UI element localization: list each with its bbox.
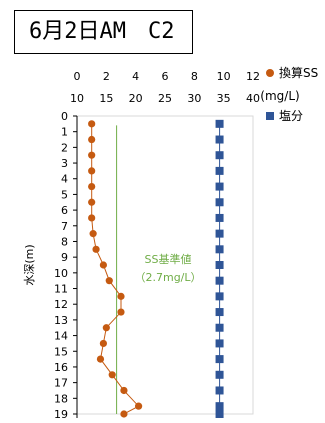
legend-label-salinity: 塩分 bbox=[279, 108, 303, 123]
x-top-tick-label: 10 bbox=[217, 70, 231, 83]
x-top-tick-label: 4 bbox=[132, 70, 139, 83]
ss-data-point bbox=[88, 135, 96, 144]
y-tick-label: 7 bbox=[61, 220, 68, 233]
salinity-data-point bbox=[215, 261, 224, 269]
salinity-data-point bbox=[215, 355, 224, 364]
ss-series-line bbox=[91, 123, 140, 415]
salinity-data-point bbox=[215, 276, 224, 285]
x-top2-tick-label: 40 bbox=[246, 92, 260, 105]
ss-data-point bbox=[120, 410, 128, 418]
x-top2-tick-label: 10 bbox=[70, 92, 84, 105]
salinity-data-point bbox=[215, 245, 224, 254]
y-tick-label: 16 bbox=[54, 361, 68, 374]
salinity-data-point bbox=[215, 182, 224, 191]
ss-data-point bbox=[117, 292, 125, 300]
chart-title: 6月2日AM C2 bbox=[14, 10, 193, 54]
y-tick-label: 14 bbox=[54, 330, 68, 343]
x-top2-tick-label: 30 bbox=[187, 92, 201, 105]
y-tick-label: 15 bbox=[54, 345, 68, 358]
ss-data-point bbox=[96, 355, 105, 363]
ss-data-point bbox=[108, 371, 116, 379]
x-top-tick-label: 12 bbox=[246, 70, 260, 83]
ss-data-point bbox=[92, 245, 100, 253]
y-tick-label: 6 bbox=[61, 204, 68, 217]
salinity-data-point bbox=[215, 135, 224, 144]
y-tick-label: 17 bbox=[54, 377, 68, 390]
y-tick-label: 10 bbox=[54, 267, 68, 280]
ss-data-point bbox=[135, 402, 143, 410]
reference-label: SS基準値 bbox=[145, 252, 192, 266]
ss-data-point bbox=[88, 182, 96, 191]
x-top2-tick-label: 20 bbox=[129, 92, 143, 105]
legend-label-ss: 換算SS bbox=[279, 65, 318, 80]
ss-data-point bbox=[99, 261, 107, 269]
x-top2-tick-label: 15 bbox=[99, 92, 113, 105]
x-top-tick-label: 8 bbox=[191, 70, 198, 83]
y-tick-label: 9 bbox=[61, 251, 68, 264]
y-tick-label: 18 bbox=[54, 392, 68, 405]
ss-data-point bbox=[102, 324, 110, 332]
salinity-data-point bbox=[215, 370, 224, 379]
y-tick-label: 4 bbox=[61, 173, 68, 186]
salinity-data-point bbox=[215, 410, 224, 418]
legend-marker-ss bbox=[266, 69, 274, 77]
ss-data-point bbox=[89, 230, 97, 238]
y-tick-label: 3 bbox=[61, 157, 68, 170]
salinity-data-point bbox=[215, 339, 224, 348]
y-tick-label: 1 bbox=[61, 126, 68, 139]
salinity-data-point bbox=[215, 292, 224, 301]
y-tick-label: 19 bbox=[54, 408, 68, 421]
salinity-data-point bbox=[215, 402, 224, 411]
x-top-tick-label: 6 bbox=[162, 70, 169, 83]
salinity-data-point bbox=[215, 308, 224, 317]
ss-data-point bbox=[120, 386, 128, 395]
reference-value-label: （2.7mg/L） bbox=[134, 271, 201, 284]
ss-data-point bbox=[105, 277, 113, 285]
y-tick-label: 5 bbox=[61, 188, 68, 201]
x-top-tick-label: 0 bbox=[74, 70, 81, 83]
ss-data-point bbox=[99, 339, 107, 348]
y-tick-label: 0 bbox=[61, 110, 68, 123]
ss-data-point bbox=[88, 214, 96, 222]
ss-data-point bbox=[117, 308, 125, 316]
x-top2-tick-label: 25 bbox=[158, 92, 172, 105]
y-tick-label: 13 bbox=[54, 314, 68, 327]
x-top-unit-label: (mg/L) bbox=[260, 89, 299, 103]
ss-data-point bbox=[88, 120, 96, 128]
x-top2-tick-label: 35 bbox=[217, 92, 231, 105]
salinity-data-point bbox=[215, 166, 224, 175]
salinity-data-point bbox=[215, 119, 224, 128]
salinity-data-point bbox=[215, 386, 224, 395]
ss-data-point bbox=[88, 198, 96, 206]
x-top-tick-label: 2 bbox=[103, 70, 110, 83]
legend-marker-salinity bbox=[266, 112, 274, 120]
salinity-data-point bbox=[215, 198, 224, 207]
ss-data-point bbox=[88, 167, 96, 175]
y-tick-label: 12 bbox=[54, 298, 68, 311]
y-axis-label: 水深(m) bbox=[23, 244, 36, 285]
salinity-data-point bbox=[215, 229, 224, 238]
salinity-data-point bbox=[215, 323, 224, 332]
salinity-data-point bbox=[215, 151, 224, 160]
y-tick-label: 8 bbox=[61, 235, 68, 248]
salinity-data-point bbox=[215, 213, 224, 222]
y-tick-label: 2 bbox=[61, 141, 68, 154]
ss-data-point bbox=[88, 151, 96, 159]
y-tick-label: 11 bbox=[54, 283, 68, 296]
